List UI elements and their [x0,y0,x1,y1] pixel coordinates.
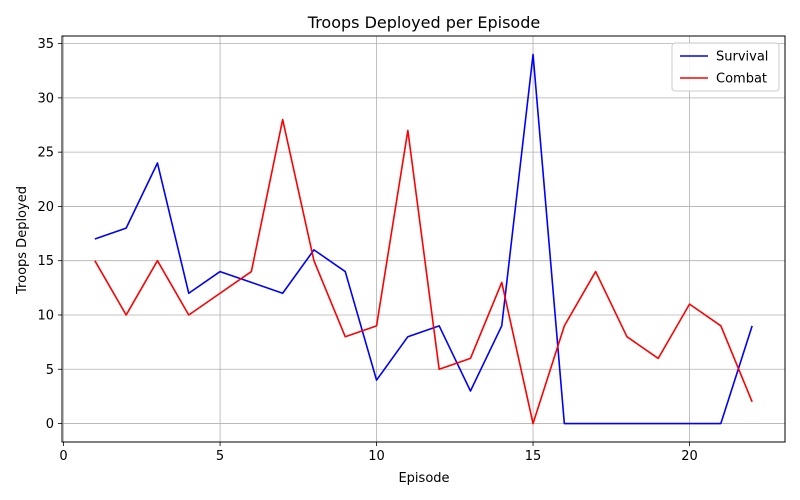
y-axis-label: Troops Deployed [15,186,30,295]
x-axis-ticks: 0 5 10 15 20 [59,442,698,464]
x-tick-label: 10 [368,449,385,464]
y-axis-ticks: 0 5 10 15 20 25 30 35 [37,37,62,432]
y-tick-label: 10 [37,308,54,323]
y-tick-label: 20 [37,200,54,215]
x-axis-label: Episode [398,471,449,486]
series-layer [94,53,753,425]
x-tick-label: 5 [216,449,224,464]
series-line-survival [94,53,753,425]
y-tick-label: 25 [37,146,54,161]
grid-lines [62,36,785,442]
x-tick-label: 0 [59,449,67,464]
y-tick-label: 15 [37,254,54,269]
legend-box [671,42,780,92]
legend: Survival Combat [671,42,780,92]
legend-label-survival: Survival [716,50,768,65]
plot-area-frame [61,35,786,443]
legend-label-combat: Combat [716,72,767,87]
x-tick-label: 20 [681,449,698,464]
y-tick-label: 30 [37,91,54,106]
y-tick-label: 5 [46,363,54,378]
x-tick-label: 15 [525,449,542,464]
series-line-combat [94,118,753,425]
chart-title: Troops Deployed per Episode [307,13,540,32]
y-tick-label: 0 [46,417,54,432]
y-tick-label: 35 [37,37,54,52]
